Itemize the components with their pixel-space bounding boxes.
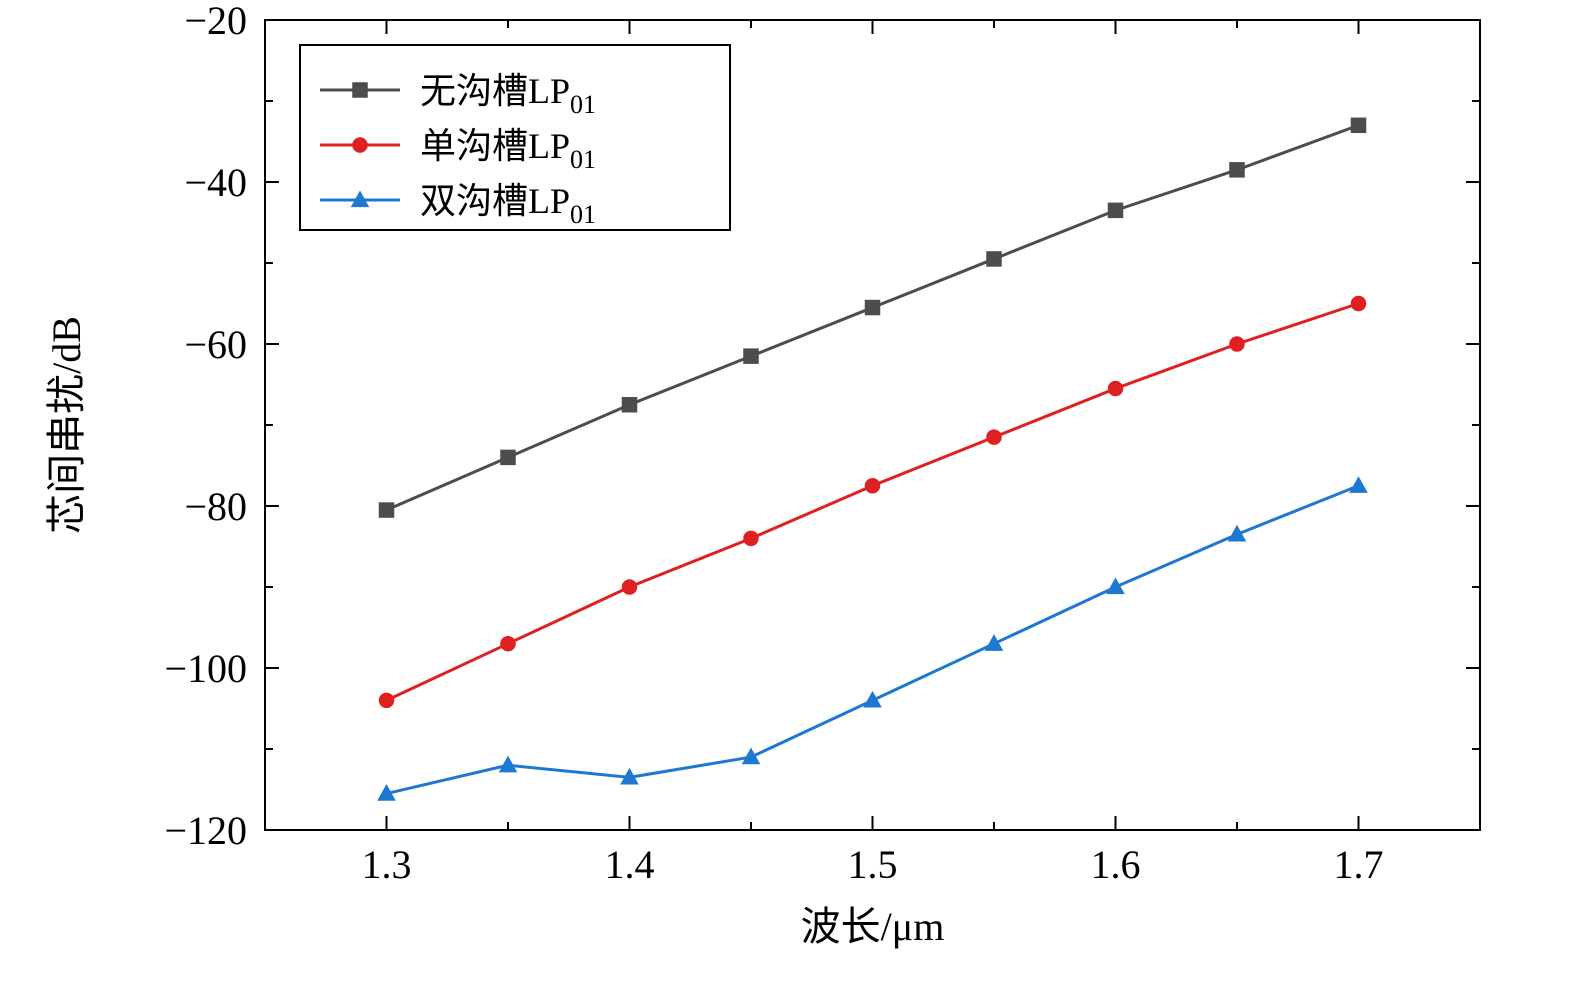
y-tick-label: −80	[184, 484, 247, 529]
square-marker	[501, 450, 515, 464]
crosstalk-line-chart: 1.3 1.4 1.5 1.6 1.7 −120 −100 −80 −60 −40 −20 波长/μm…	[0, 0, 1575, 984]
y-tick-label: −100	[164, 646, 247, 691]
y-tick-label: −20	[184, 0, 247, 43]
circle-marker	[744, 531, 758, 545]
x-tick-label: 1.6	[1091, 842, 1141, 887]
square-marker	[353, 83, 367, 97]
square-marker	[1230, 163, 1244, 177]
legend: 无沟槽LP01单沟槽LP01双沟槽LP01	[300, 45, 730, 230]
x-tick-label: 1.5	[848, 842, 898, 887]
y-tick-label: −40	[184, 160, 247, 205]
y-axis-label: 芯间串扰/dB	[44, 316, 89, 534]
square-marker	[987, 252, 1001, 266]
x-tick-label: 1.3	[362, 842, 412, 887]
circle-marker	[501, 637, 515, 651]
circle-marker	[353, 138, 367, 152]
y-tick-label: −60	[184, 322, 247, 367]
chart-container: 1.3 1.4 1.5 1.6 1.7 −120 −100 −80 −60 −40 −20 波长/μm…	[0, 0, 1575, 984]
circle-marker	[1352, 297, 1366, 311]
circle-marker	[1109, 382, 1123, 396]
square-marker	[744, 349, 758, 363]
x-axis-label: 波长/μm	[801, 904, 945, 949]
x-tick-label: 1.7	[1334, 842, 1384, 887]
x-tick-label: 1.4	[605, 842, 655, 887]
circle-marker	[623, 580, 637, 594]
circle-marker	[866, 479, 880, 493]
square-marker	[1352, 118, 1366, 132]
square-marker	[866, 301, 880, 315]
square-marker	[380, 503, 394, 517]
y-tick-label: −120	[164, 808, 247, 853]
square-marker	[1109, 203, 1123, 217]
circle-marker	[987, 430, 1001, 444]
circle-marker	[1230, 337, 1244, 351]
circle-marker	[380, 693, 394, 707]
square-marker	[623, 398, 637, 412]
